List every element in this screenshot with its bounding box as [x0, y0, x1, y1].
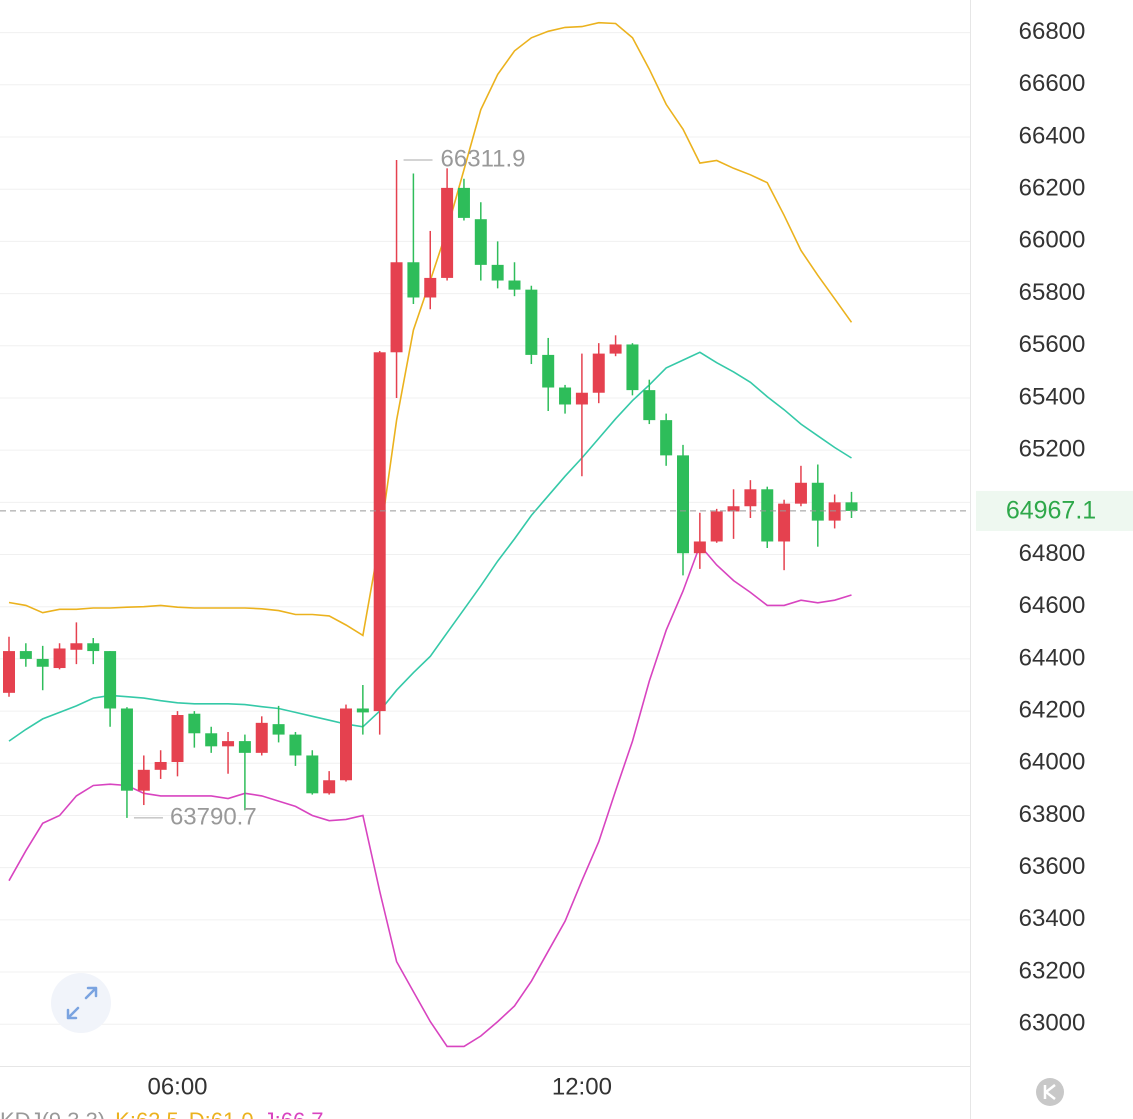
- candle-body: [609, 344, 622, 354]
- candle-body: [171, 715, 184, 762]
- y-tick-label: 66000: [1019, 227, 1086, 254]
- y-tick-label: 64800: [1019, 540, 1086, 567]
- candle-body: [289, 734, 302, 756]
- candle-body: [323, 780, 336, 794]
- candle-body: [238, 741, 251, 753]
- candle-body: [727, 506, 740, 512]
- candle-body: [205, 733, 218, 747]
- y-tick-label: 66400: [1019, 122, 1086, 149]
- y-tick-label: 63800: [1019, 801, 1086, 828]
- candle-body: [525, 289, 538, 355]
- candle-body: [441, 187, 454, 278]
- candle-body: [70, 643, 83, 650]
- candle-body: [356, 708, 369, 713]
- y-tick-label: 63000: [1019, 1010, 1086, 1037]
- candle-body: [575, 392, 588, 405]
- candle-body: [87, 643, 100, 652]
- candle-body: [710, 511, 723, 542]
- high-label: 66311.9: [441, 145, 526, 172]
- candle-body: [559, 387, 572, 405]
- band-line: [8, 543, 852, 1048]
- x-tick-label: 12:00: [552, 1073, 612, 1100]
- y-tick-label: 64400: [1019, 644, 1086, 671]
- y-tick-label: 65200: [1019, 435, 1086, 462]
- candle-body: [474, 219, 487, 265]
- candle-body: [306, 755, 319, 794]
- candle-body: [457, 187, 470, 218]
- candle-body: [3, 651, 15, 693]
- candle-body: [744, 489, 757, 507]
- candle-body: [794, 482, 807, 504]
- candle-body: [761, 489, 774, 542]
- y-tick-label: 63200: [1019, 957, 1086, 984]
- expand-button-bg[interactable]: [51, 973, 111, 1033]
- candle-body: [828, 502, 841, 521]
- y-tick-label: 65400: [1019, 383, 1086, 410]
- expand-icon[interactable]: [66, 986, 98, 1020]
- low-label: 63790.7: [170, 803, 257, 830]
- candle-body: [154, 761, 167, 770]
- candle-body: [407, 262, 420, 298]
- expand-button[interactable]: [51, 973, 111, 1033]
- y-tick-label: 64600: [1019, 592, 1086, 619]
- candle-body: [340, 708, 352, 781]
- candle-body: [373, 352, 386, 712]
- x-tick-label: 06:00: [147, 1073, 207, 1100]
- y-tick-label: 66800: [1019, 18, 1086, 45]
- candle-body: [272, 724, 285, 735]
- candle-body: [677, 455, 689, 554]
- candle-body: [120, 708, 133, 791]
- candle-body: [137, 769, 150, 791]
- candle-body: [592, 353, 605, 393]
- indicator-legend-item: J:66.7: [264, 1108, 324, 1119]
- candle-body: [53, 648, 66, 669]
- y-tick-label: 63600: [1019, 853, 1086, 880]
- candle-body: [424, 277, 437, 298]
- y-tick-label: 65600: [1019, 331, 1086, 358]
- candle-body: [508, 280, 521, 290]
- k-button[interactable]: [1036, 1078, 1064, 1106]
- indicator-legend-item: D:61.0: [189, 1108, 254, 1119]
- candle-body: [811, 482, 824, 521]
- candle-body: [19, 651, 32, 659]
- candle-body: [188, 713, 201, 734]
- candle-body: [104, 651, 117, 709]
- y-tick-label: 66600: [1019, 70, 1086, 97]
- y-tick-label: 64200: [1019, 696, 1086, 723]
- candle-body: [660, 420, 673, 456]
- y-tick-label: 66200: [1019, 175, 1086, 202]
- candle-body: [255, 722, 268, 753]
- candle-body: [491, 264, 504, 281]
- candle-body: [542, 354, 555, 388]
- candle-body: [693, 541, 706, 554]
- candle-body: [36, 658, 49, 667]
- band-line: [8, 351, 852, 742]
- k-button-bg[interactable]: [1036, 1078, 1064, 1106]
- indicator-legend-item: KDJ(9,3,3): [0, 1108, 105, 1119]
- candle-body: [390, 262, 403, 353]
- candle-body: [845, 502, 858, 511]
- y-tick-label: 65800: [1019, 279, 1086, 306]
- y-tick-label: 64000: [1019, 749, 1086, 776]
- k-icon[interactable]: [1043, 1084, 1056, 1100]
- indicator-legend-item: K:62.5: [115, 1108, 179, 1119]
- last-price-box: [976, 490, 1133, 531]
- candle-body: [778, 503, 791, 542]
- y-tick-label: 63400: [1019, 905, 1086, 932]
- candle-body: [626, 344, 639, 391]
- last-price-label: 64967.1: [1006, 497, 1096, 525]
- candle-body: [222, 741, 235, 747]
- candle-body: [643, 390, 656, 421]
